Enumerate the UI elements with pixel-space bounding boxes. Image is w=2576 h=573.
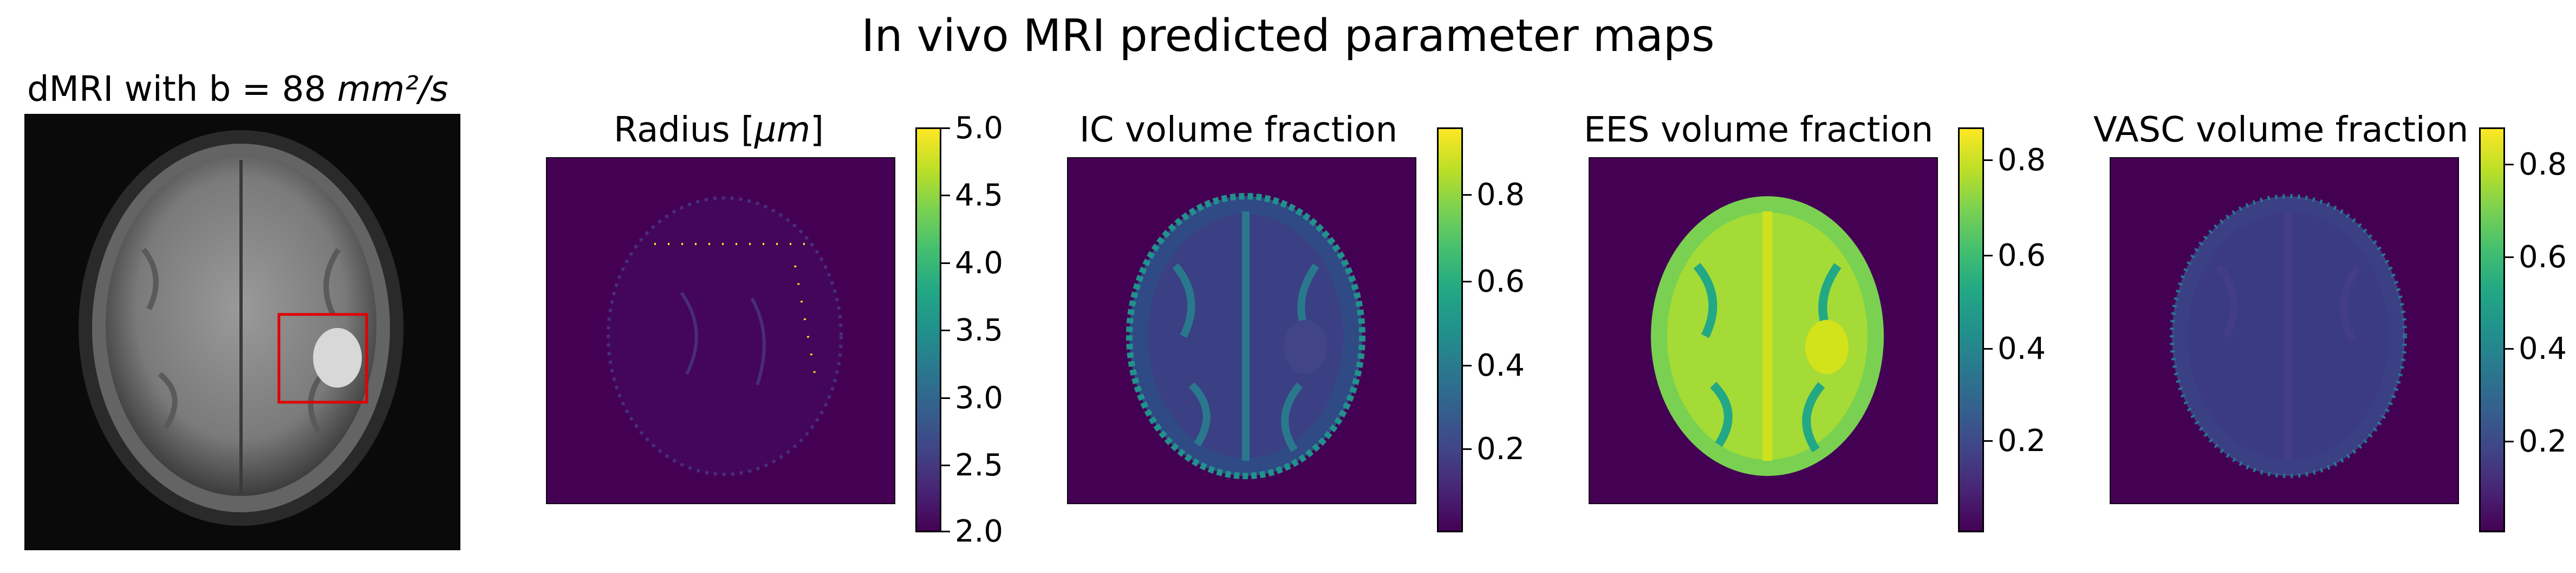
vasc-tick-label: 0.6	[2519, 240, 2567, 275]
ees-map-graphic	[1589, 157, 1938, 504]
radius-tick-label: 3.0	[955, 381, 1004, 416]
dmri-brain-graphic	[24, 114, 460, 550]
vasc-panel-title: VASC volume fraction	[2093, 110, 2469, 150]
radius-tick-label: 2.0	[955, 514, 1004, 549]
dmri-title-prefix: dMRI with b = 88	[27, 69, 337, 110]
ic-panel-title: IC volume fraction	[1079, 110, 1398, 150]
ees-map	[1589, 157, 1938, 504]
radius-tick-label: 3.5	[955, 313, 1004, 348]
vasc-map-graphic	[2110, 157, 2459, 504]
radius-title-prefix: Radius [	[614, 110, 754, 150]
radius-tick-label: 4.0	[955, 246, 1004, 281]
radius-map	[546, 157, 895, 504]
ic-map	[1067, 157, 1416, 504]
ic-map-graphic	[1067, 157, 1416, 504]
ees-tick-label: 0.4	[1998, 331, 2046, 366]
radius-tick-label: 2.5	[955, 448, 1004, 483]
radius-map-graphic	[546, 157, 895, 504]
radius-tick-label: 5.0	[955, 111, 1004, 146]
radius-title-suffix: ]	[810, 110, 824, 150]
ees-tick-label: 0.6	[1998, 238, 2046, 273]
ees-panel-title: EES volume fraction	[1584, 110, 1934, 150]
ic-tick-label: 0.8	[1476, 177, 1525, 213]
radius-panel-title: Radius [µm]	[614, 108, 824, 152]
ees-tick-label: 0.8	[1998, 143, 2046, 178]
radius-colorbar	[915, 127, 941, 532]
vasc-tick-label: 0.8	[2519, 147, 2567, 182]
radius-tick-label: 4.5	[955, 178, 1004, 213]
vasc-tick-label: 0.4	[2519, 331, 2567, 366]
figure-title: In vivo MRI predicted parameter maps	[861, 10, 1715, 62]
ic-colorbar	[1437, 127, 1463, 532]
ic-tick-label: 0.2	[1476, 432, 1525, 467]
dmri-image	[24, 114, 460, 550]
dmri-title-unit: mm²/s	[337, 69, 448, 110]
dmri-panel-title: dMRI with b = 88 mm²/s	[27, 68, 448, 111]
vasc-map	[2110, 157, 2459, 504]
vasc-tick-label: 0.2	[2519, 424, 2567, 459]
radius-title-unit: µm	[754, 110, 810, 150]
ees-colorbar	[1958, 127, 1984, 532]
ic-tick-label: 0.4	[1476, 348, 1525, 383]
roi-box	[277, 313, 368, 404]
ees-tick-label: 0.2	[1998, 423, 2046, 459]
vasc-colorbar	[2479, 127, 2505, 532]
ic-tick-label: 0.6	[1476, 264, 1525, 299]
